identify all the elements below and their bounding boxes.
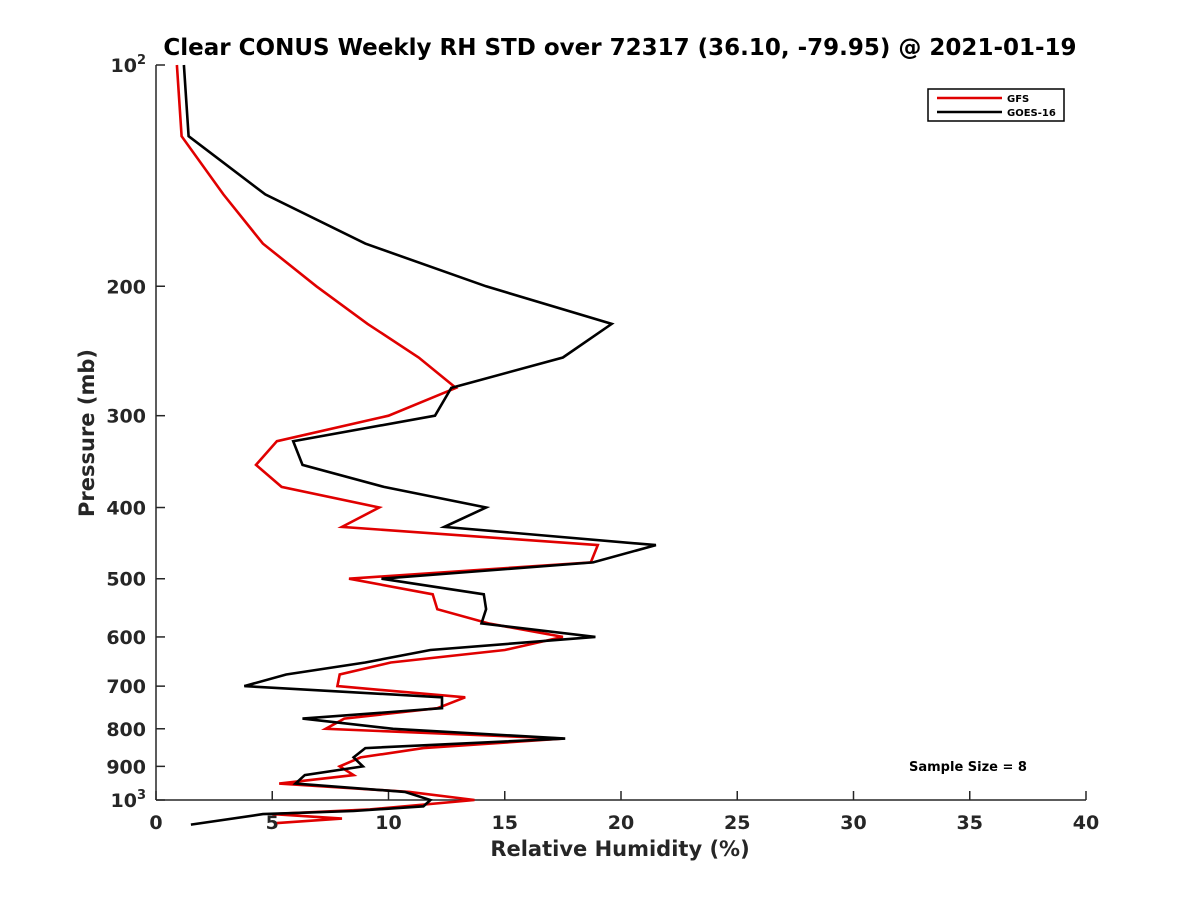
x-tick-label: 5 bbox=[266, 812, 279, 834]
legend-label: GFS bbox=[1007, 94, 1029, 105]
y-tick-label: 102 bbox=[111, 53, 147, 77]
x-tick-label: 15 bbox=[492, 812, 518, 834]
legend-label: GOES-16 bbox=[1007, 108, 1056, 119]
series-line-gfs bbox=[175, 64, 600, 825]
x-tick-label: 20 bbox=[608, 812, 634, 834]
y-tick-label: 500 bbox=[106, 569, 146, 591]
series-line-goes-16 bbox=[182, 64, 657, 826]
legend: GFS GOES-16 bbox=[927, 88, 1065, 122]
y-tick-label: 103 bbox=[111, 788, 147, 812]
y-tick-label: 700 bbox=[106, 676, 146, 698]
y-tick-label: 300 bbox=[106, 406, 146, 428]
y-tick-label: 900 bbox=[106, 756, 146, 778]
chart-title: Clear CONUS Weekly RH STD over 72317 (36… bbox=[163, 35, 1076, 61]
y-tick-label: 200 bbox=[106, 276, 146, 298]
y-tick-base: 10 bbox=[111, 55, 137, 77]
y-tick-exponent: 3 bbox=[137, 788, 146, 803]
x-tick-label: 10 bbox=[375, 812, 401, 834]
axes: 0 5 10 15 20 25 30 35 40102200300400500600700800… bbox=[106, 53, 1099, 834]
y-tick-exponent: 2 bbox=[137, 53, 146, 68]
x-axis-label: Relative Humidity (%) bbox=[490, 837, 749, 861]
y-tick-base: 10 bbox=[111, 790, 137, 812]
y-tick-label: 400 bbox=[106, 498, 146, 520]
x-tick-label: 35 bbox=[957, 812, 983, 834]
sample-size-annotation: Sample Size = 8 bbox=[909, 760, 1027, 775]
x-tick-label: 30 bbox=[840, 812, 866, 834]
series-layer bbox=[175, 64, 657, 826]
legend-box bbox=[927, 88, 1065, 122]
y-tick-label: 600 bbox=[106, 627, 146, 649]
x-tick-label: 0 bbox=[149, 812, 162, 834]
y-axis-label: Pressure (mb) bbox=[75, 349, 99, 517]
x-tick-label: 40 bbox=[1073, 812, 1099, 834]
y-tick-label: 800 bbox=[106, 719, 146, 741]
x-tick-label: 25 bbox=[724, 812, 750, 834]
